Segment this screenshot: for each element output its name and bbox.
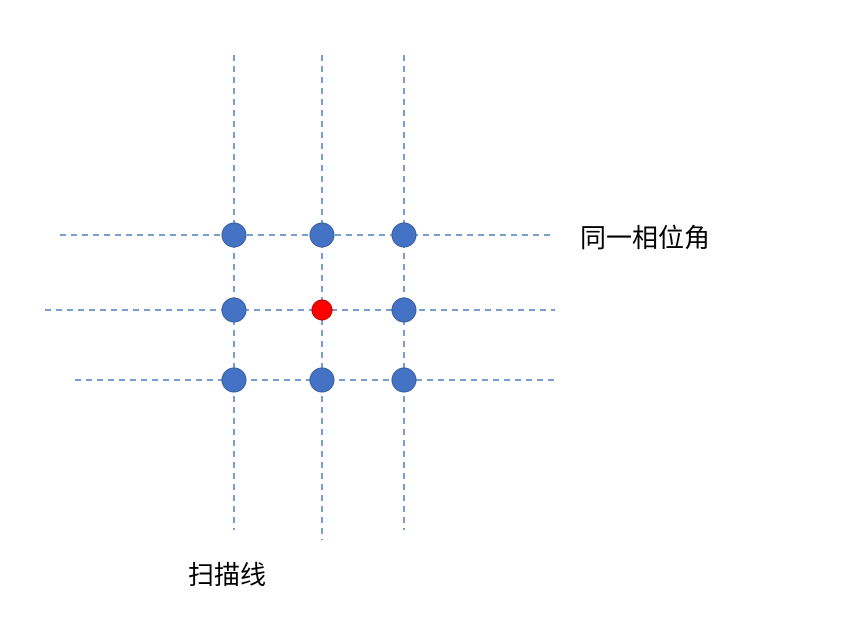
grid-diagram xyxy=(0,0,844,622)
grid-node-6 xyxy=(222,368,246,392)
grid-node-3 xyxy=(222,298,246,322)
grid-node-0 xyxy=(222,223,246,247)
label-scan-line: 扫描线 xyxy=(188,555,266,592)
grid-node-2 xyxy=(392,223,416,247)
label-same-phase-angle: 同一相位角 xyxy=(580,218,710,255)
grid-node-7 xyxy=(310,368,334,392)
grid-node-5 xyxy=(392,298,416,322)
grid-node-center xyxy=(312,300,332,320)
grid-node-8 xyxy=(392,368,416,392)
grid-node-1 xyxy=(310,223,334,247)
